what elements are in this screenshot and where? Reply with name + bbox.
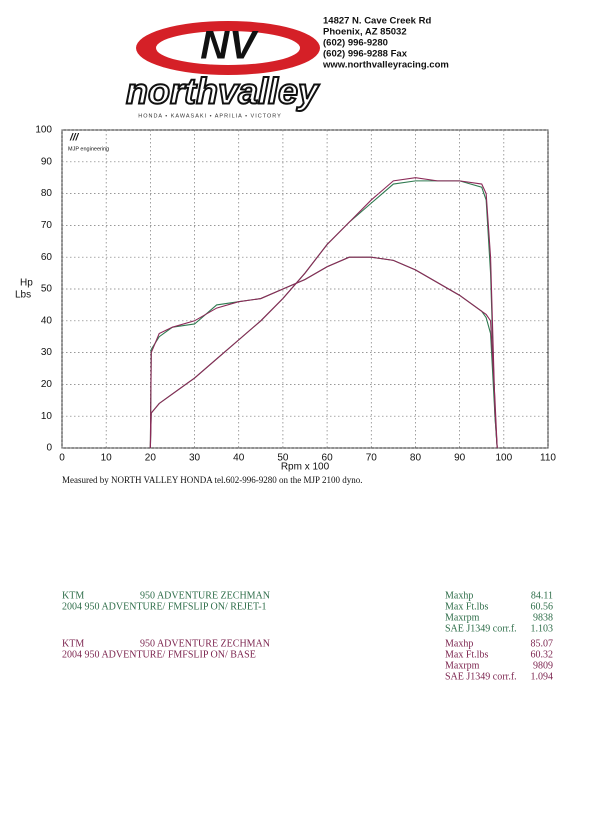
logo-name: northvalley xyxy=(126,71,320,112)
x-tick-label: 100 xyxy=(495,453,512,464)
caption: Measured by NORTH VALLEY HONDA tel.602-9… xyxy=(62,475,362,485)
stat-label: Max Ft.lbs xyxy=(445,649,488,660)
y-tick-label: 50 xyxy=(41,284,53,295)
x-tick-label: 40 xyxy=(233,453,245,464)
mjp-logo: /// xyxy=(69,133,80,144)
run-description: 2004 950 ADVENTURE/ FMFSLIP ON/ REJET-1 xyxy=(62,601,267,612)
x-tick-label: 70 xyxy=(366,453,378,464)
stat-value: 60.56 xyxy=(531,601,554,612)
stat-value: 60.32 xyxy=(531,649,554,660)
stat-value: 1.103 xyxy=(531,623,554,634)
logo-mark: NV xyxy=(200,24,259,68)
y-tick-label: 100 xyxy=(35,125,52,136)
curve xyxy=(149,256,498,449)
stat-value: 9809 xyxy=(533,660,553,671)
address-line: (602) 996-9288 Fax xyxy=(323,49,408,60)
address-line: 14827 N. Cave Creek Rd xyxy=(323,16,431,27)
run-make: KTM xyxy=(62,590,84,601)
stat-value: 84.11 xyxy=(531,590,553,601)
stat-value: 9838 xyxy=(533,612,553,623)
stat-label: Max Ft.lbs xyxy=(445,601,488,612)
x-tick-label: 0 xyxy=(59,453,65,464)
y-axis-label: Hp xyxy=(20,278,33,289)
stat-label: Maxrpm xyxy=(445,660,480,671)
x-tick-label: 20 xyxy=(145,453,157,464)
x-tick-label: 10 xyxy=(101,453,113,464)
y-axis-label: Lbs xyxy=(15,290,31,301)
y-tick-label: 0 xyxy=(46,443,52,454)
x-tick-label: 30 xyxy=(189,453,201,464)
x-tick-label: 80 xyxy=(410,453,422,464)
x-tick-label: 60 xyxy=(322,453,334,464)
logo-brands: HONDA • KAWASAKI • APRILIA • VICTORY xyxy=(138,113,282,119)
run-model: 950 ADVENTURE ZECHMAN xyxy=(140,590,270,601)
y-tick-label: 80 xyxy=(41,188,53,199)
stat-label: Maxhp xyxy=(445,590,473,601)
x-tick-label: 90 xyxy=(454,453,466,464)
y-tick-label: 90 xyxy=(41,156,53,167)
stat-label: SAE J1349 corr.f. xyxy=(445,623,517,634)
logo: NV northvalley HONDA • KAWASAKI • APRILI… xyxy=(125,21,321,119)
chart: MJP engineering /// Rpm x 100 Hp Lbs 0 10… xyxy=(15,125,556,473)
y-tick-label: 20 xyxy=(41,379,53,390)
chart-annotation: MJP engineering xyxy=(68,146,109,152)
curve xyxy=(149,180,498,449)
stat-label: Maxhp xyxy=(445,638,473,649)
run-model: 950 ADVENTURE ZECHMAN xyxy=(140,638,270,649)
y-tick-label: 70 xyxy=(41,220,53,231)
address-line: (602) 996-9280 xyxy=(323,38,388,49)
x-tick-label: 50 xyxy=(277,453,289,464)
y-tick-label: 30 xyxy=(41,347,53,358)
y-tick-label: 40 xyxy=(41,315,53,326)
run-description: 2004 950 ADVENTURE/ FMFSLIP ON/ BASE xyxy=(62,649,256,660)
stat-label: SAE J1349 corr.f. xyxy=(445,671,517,682)
address-line: Phoenix, AZ 85032 xyxy=(323,27,407,38)
x-tick-label: 110 xyxy=(540,453,556,464)
stat-value: 85.07 xyxy=(531,638,554,649)
curve xyxy=(149,177,498,449)
address-line: www.northvalleyracing.com xyxy=(322,60,449,71)
stat-value: 1.094 xyxy=(531,671,554,682)
y-tick-label: 10 xyxy=(41,411,53,422)
y-tick-label: 60 xyxy=(41,252,53,263)
run-make: KTM xyxy=(62,638,84,649)
x-axis-label: Rpm x 100 xyxy=(281,462,330,473)
logo-oval-inner xyxy=(156,31,300,65)
stat-label: Maxrpm xyxy=(445,612,480,623)
